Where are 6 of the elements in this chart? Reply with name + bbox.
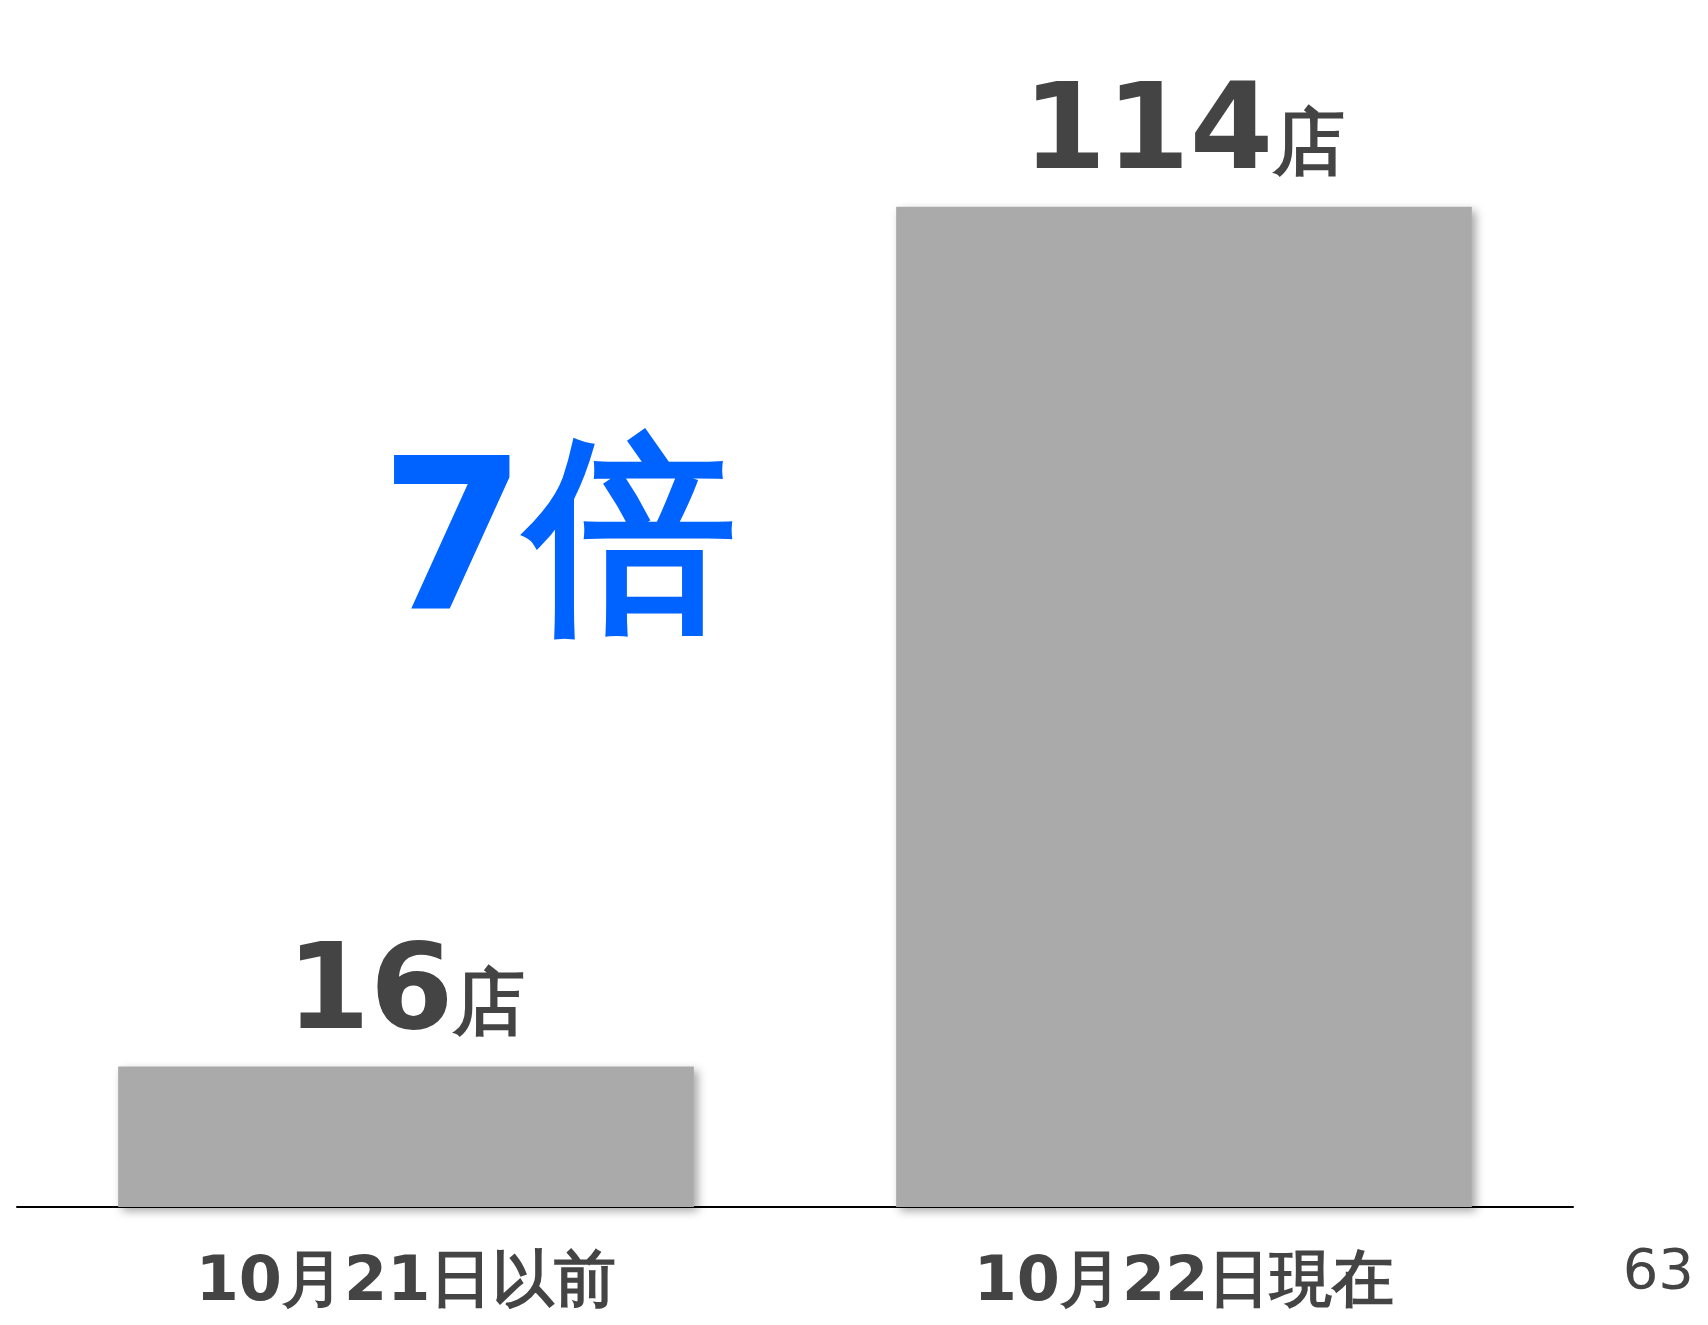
x-tick-label: 10月22日現在 (973, 1241, 1395, 1315)
data-label: 114店 (1022, 57, 1346, 197)
x-tick-label: 10月21日以前 (195, 1241, 617, 1315)
data-label: 16店 (286, 917, 526, 1057)
text: 63 (1622, 1235, 1695, 1301)
annotation: 7倍 (380, 412, 737, 658)
